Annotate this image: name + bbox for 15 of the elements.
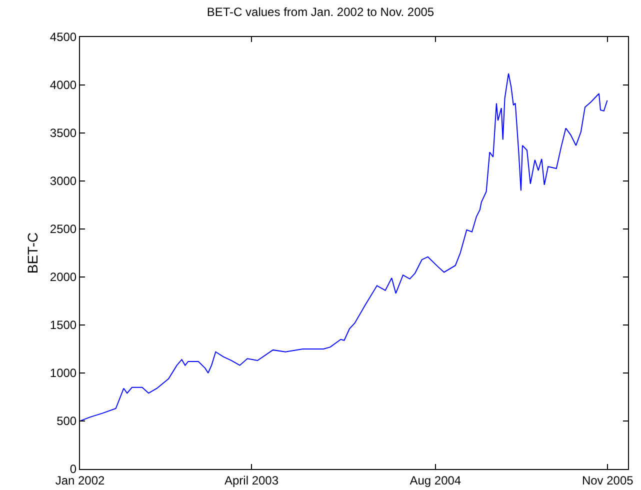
y-tick-label: 3500: [50, 126, 77, 140]
y-tick-label: 2500: [50, 222, 77, 236]
x-tick-label: April 2003: [224, 473, 279, 488]
y-axis-title: BET-C: [24, 232, 40, 274]
x-tick-label: Nov 2005: [582, 473, 634, 488]
line-series: [80, 72, 608, 422]
y-tick-label: 4500: [50, 30, 77, 44]
y-tick-label: 1500: [50, 318, 77, 332]
y-tick-label: 2000: [50, 270, 77, 284]
y-tick-label: 3000: [50, 174, 77, 188]
y-tick-label: 4000: [50, 78, 77, 92]
x-tick-label: Aug 2004: [410, 473, 462, 488]
chart-title: BET-C values from Jan. 2002 to Nov. 2005: [206, 4, 434, 19]
y-tick-label: 500: [56, 414, 77, 428]
y-tick-label: 1000: [50, 366, 77, 380]
